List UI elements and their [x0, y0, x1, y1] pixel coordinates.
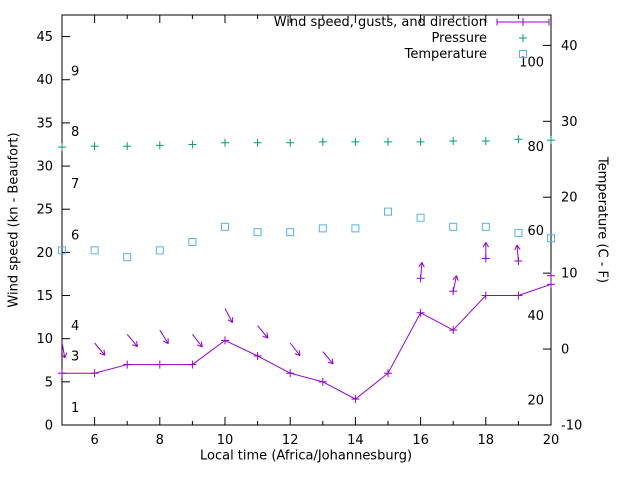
svg-text:20: 20 [527, 393, 544, 408]
svg-text:30: 30 [36, 160, 53, 175]
svg-text:40: 40 [561, 39, 578, 54]
svg-text:20: 20 [561, 191, 578, 206]
svg-text:15: 15 [36, 289, 53, 304]
svg-text:60: 60 [527, 224, 544, 239]
left-axis-title: Wind speed (kn - Beaufort) [6, 132, 22, 308]
svg-text:25: 25 [36, 203, 53, 218]
svg-text:0: 0 [45, 419, 53, 434]
svg-text:80: 80 [527, 140, 544, 155]
legend-label-wind: Wind speed, gusts, and direction [273, 14, 487, 30]
x-axis-title: Local time (Africa/Johannesburg) [199, 448, 413, 464]
svg-text:40: 40 [527, 309, 544, 324]
svg-text:-10: -10 [561, 419, 582, 434]
legend-sample-temperature-icon [519, 50, 527, 58]
svg-text:40: 40 [36, 73, 53, 88]
svg-text:12: 12 [282, 433, 299, 448]
svg-text:10: 10 [36, 332, 53, 347]
svg-text:8: 8 [156, 433, 164, 448]
svg-text:8: 8 [71, 125, 79, 140]
legend-label-temperature: Temperature [404, 46, 487, 62]
chart-legend: Wind speed, gusts, and direction Pressur… [274, 14, 551, 62]
svg-text:20: 20 [36, 246, 53, 261]
svg-text:6: 6 [90, 433, 98, 448]
svg-text:3: 3 [71, 349, 79, 364]
legend-sample-pressure-icon [519, 34, 527, 42]
right-axis-title: Temperature (C - F) [594, 156, 610, 284]
svg-text:6: 6 [71, 229, 79, 244]
svg-text:45: 45 [36, 30, 53, 45]
legend-label-pressure: Pressure [431, 30, 487, 46]
legend-sample-wind-icon [496, 18, 550, 26]
svg-text:30: 30 [561, 115, 578, 130]
svg-text:100: 100 [519, 56, 544, 71]
svg-text:7: 7 [71, 177, 79, 192]
svg-text:1: 1 [71, 401, 79, 416]
svg-text:16: 16 [412, 433, 429, 448]
svg-text:10: 10 [217, 433, 234, 448]
svg-text:18: 18 [478, 433, 495, 448]
svg-text:9: 9 [71, 65, 79, 80]
svg-text:4: 4 [71, 319, 79, 334]
svg-text:0: 0 [561, 343, 569, 358]
svg-text:35: 35 [36, 116, 53, 131]
svg-text:20: 20 [543, 433, 560, 448]
legend-item-pressure: Pressure [431, 30, 551, 46]
svg-text:14: 14 [347, 433, 364, 448]
svg-text:10: 10 [561, 267, 578, 282]
svg-text:5: 5 [45, 375, 53, 390]
legend-item-temperature: Temperature [405, 46, 551, 62]
legend-item-wind: Wind speed, gusts, and direction [274, 14, 551, 30]
